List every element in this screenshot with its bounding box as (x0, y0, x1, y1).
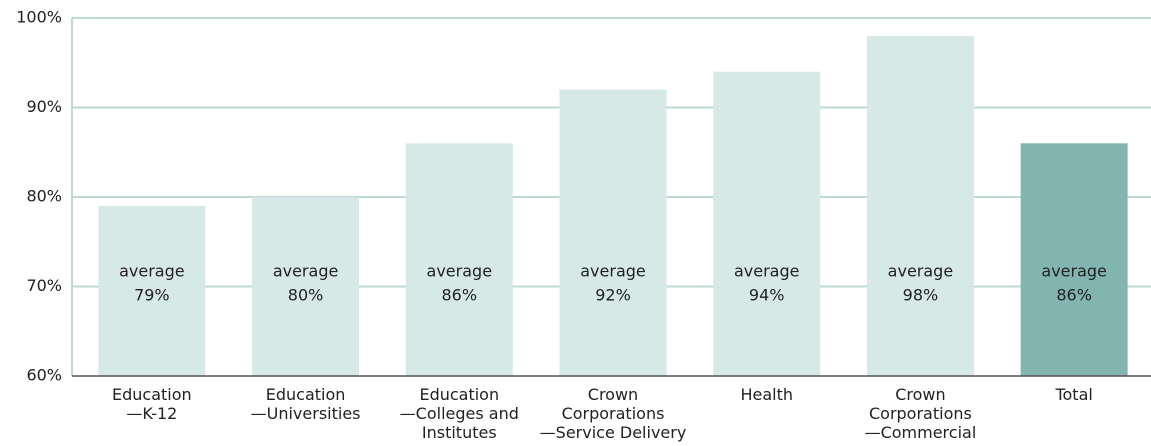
x-tick-line: Education (419, 385, 499, 404)
x-tick-line: —Colleges and (400, 404, 519, 423)
x-tick-line: —Commercial (865, 423, 977, 442)
x-tick-label: Total (1054, 385, 1092, 404)
value-label: 98% (903, 286, 939, 305)
bar-caption: average (1041, 262, 1107, 281)
y-tick-label: 60% (26, 366, 62, 385)
bar-caption: average (119, 262, 185, 281)
x-tick-label: Education —Universities (251, 385, 361, 423)
value-label: 80% (288, 286, 324, 305)
bar (98, 205, 206, 376)
value-label: 94% (749, 286, 785, 305)
value-label: 86% (1056, 286, 1092, 305)
x-tick-line: Health (740, 385, 793, 404)
x-tick-line: —Service Delivery (540, 423, 687, 442)
bar (866, 35, 974, 377)
y-tick-label: 70% (26, 276, 62, 295)
bar-caption: average (734, 262, 800, 281)
x-tick-line: Corporations (869, 404, 972, 423)
x-tick-line: Crown (588, 385, 638, 404)
y-tick-label: 100% (16, 8, 62, 27)
bar-caption: average (580, 262, 646, 281)
bar (405, 143, 513, 376)
x-tick-line: Crown (895, 385, 945, 404)
y-tick-label: 80% (26, 187, 62, 206)
bar (559, 89, 667, 376)
bar (252, 197, 360, 376)
x-tick-label: Crown Corporations —Service Delivery (540, 385, 687, 442)
x-tick-label: Education —K-12 (112, 385, 192, 423)
x-tick-label: Health (740, 385, 793, 404)
y-tick-label: 90% (26, 97, 62, 116)
value-label: 86% (442, 286, 478, 305)
bar (1020, 143, 1128, 376)
x-tick-line: Total (1054, 385, 1092, 404)
x-tick-line: Institutes (422, 423, 497, 442)
x-tick-line: —Universities (251, 404, 361, 423)
x-tick-label: Crown Corporations —Commercial (865, 385, 977, 442)
value-label: 92% (595, 286, 631, 305)
bar-caption: average (427, 262, 493, 281)
bar-caption: average (273, 262, 339, 281)
x-tick-line: Education (112, 385, 192, 404)
x-tick-label: Education —Colleges and Institutes (400, 385, 519, 442)
bar-caption: average (888, 262, 954, 281)
x-tick-line: Education (266, 385, 346, 404)
bar (713, 71, 821, 376)
x-tick-line: —K-12 (126, 404, 177, 423)
value-label: 79% (134, 286, 170, 305)
x-tick-line: Corporations (562, 404, 665, 423)
